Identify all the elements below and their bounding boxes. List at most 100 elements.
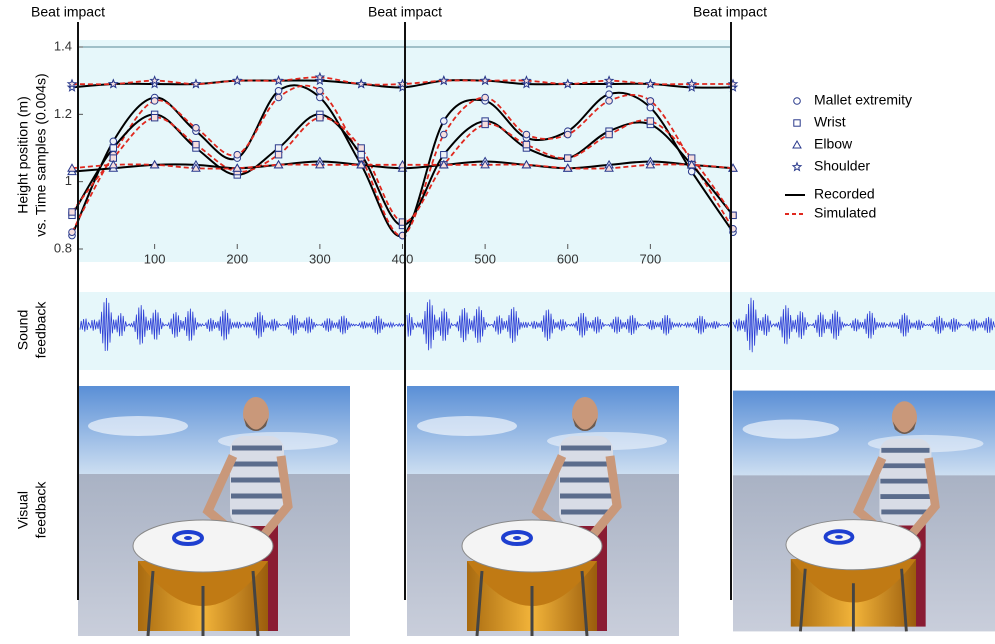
visual-feedback-frame — [78, 386, 350, 636]
marker — [355, 78, 367, 89]
row-label: feedback — [33, 481, 49, 539]
marker — [521, 78, 532, 89]
legend-label: Recorded — [814, 186, 875, 202]
marker — [149, 78, 160, 89]
marker — [645, 78, 656, 89]
y-axis-label: Height position (m) — [15, 96, 31, 214]
marker — [316, 93, 324, 102]
visual-feedback-frame — [733, 391, 995, 632]
x-tick-label: 700 — [640, 251, 662, 266]
marker — [315, 159, 325, 169]
legend-label: Elbow — [814, 136, 853, 152]
marker — [108, 159, 119, 169]
marker — [316, 86, 324, 95]
marker — [356, 159, 367, 169]
marker — [727, 81, 739, 92]
marker — [316, 114, 324, 122]
marker — [522, 130, 531, 139]
marker — [564, 154, 572, 162]
series-line — [71, 84, 734, 237]
marker — [438, 75, 450, 86]
marker — [192, 124, 200, 132]
marker — [729, 211, 737, 220]
legend-label: Mallet extremity — [814, 92, 912, 108]
y-tick-label: 0.8 — [54, 240, 72, 255]
marker — [562, 163, 573, 172]
beat-label: Beat impact — [693, 4, 767, 20]
marker — [231, 75, 243, 86]
marker — [440, 151, 448, 159]
marker — [149, 159, 160, 169]
waveform — [406, 299, 731, 351]
beat-label: Beat impact — [31, 4, 105, 20]
marker — [604, 163, 614, 172]
y-tick-label: 1.2 — [54, 106, 72, 121]
marker — [645, 159, 656, 169]
sound-background — [78, 292, 995, 370]
marker — [233, 150, 242, 159]
x-tick-label: 500 — [474, 251, 496, 266]
marker — [438, 159, 449, 169]
marker — [67, 163, 77, 172]
y-tick-label: 1 — [65, 173, 72, 188]
marker — [191, 163, 201, 172]
y-axis-label: vs. Time samples (0.004s) — [33, 73, 49, 236]
marker — [107, 78, 119, 89]
y-tick-label: 1.4 — [54, 38, 72, 53]
marker — [68, 208, 76, 216]
marker — [522, 140, 531, 149]
marker — [562, 78, 574, 89]
marker — [687, 167, 696, 176]
marker — [274, 93, 283, 102]
marker — [68, 228, 76, 236]
marker — [480, 159, 490, 169]
marker — [192, 140, 200, 149]
marker — [273, 159, 284, 169]
marker — [686, 81, 698, 92]
x-tick-label: 200 — [226, 251, 248, 266]
marker — [521, 159, 532, 169]
marker — [274, 144, 283, 152]
x-tick-label: 300 — [309, 251, 331, 266]
height-chart: 0.8 1 1.2 1.4 100 200 300 400 500 600 700 Mallet ex… — [54, 38, 912, 266]
row-label: Sound — [15, 310, 31, 350]
marker — [273, 75, 284, 86]
marker — [646, 117, 655, 125]
marker — [605, 90, 613, 98]
marker — [605, 130, 613, 139]
visual-feedback-frame — [407, 386, 679, 636]
legend-symbol — [791, 161, 803, 172]
marker — [603, 75, 615, 86]
marker — [603, 78, 615, 89]
marker — [232, 163, 243, 172]
beat-label: Beat impact — [368, 4, 442, 20]
marker — [521, 75, 532, 86]
legend-label: Shoulder — [814, 158, 870, 174]
marker — [314, 75, 326, 86]
legend-label: Wrist — [814, 114, 846, 130]
legend-symbol — [792, 139, 802, 149]
legend-symbol — [793, 119, 801, 127]
marker — [481, 93, 489, 102]
sound-waveforms — [79, 297, 995, 353]
marker — [274, 151, 283, 159]
marker — [563, 130, 572, 139]
marker — [481, 120, 489, 129]
beat-lines: Beat impact Beat impact Beat impact — [31, 4, 767, 600]
x-tick-label: 600 — [557, 251, 579, 266]
marker — [357, 144, 365, 152]
marker — [357, 151, 365, 159]
marker — [440, 130, 448, 139]
marker — [66, 81, 78, 92]
row-label: feedback — [33, 301, 49, 359]
marker — [150, 97, 159, 105]
waveform — [732, 297, 995, 353]
marker — [190, 78, 202, 89]
marker — [149, 75, 160, 86]
marker — [686, 78, 698, 89]
marker — [479, 75, 491, 86]
legend-label: Simulated — [814, 205, 876, 221]
marker — [605, 97, 613, 105]
marker — [314, 71, 326, 82]
